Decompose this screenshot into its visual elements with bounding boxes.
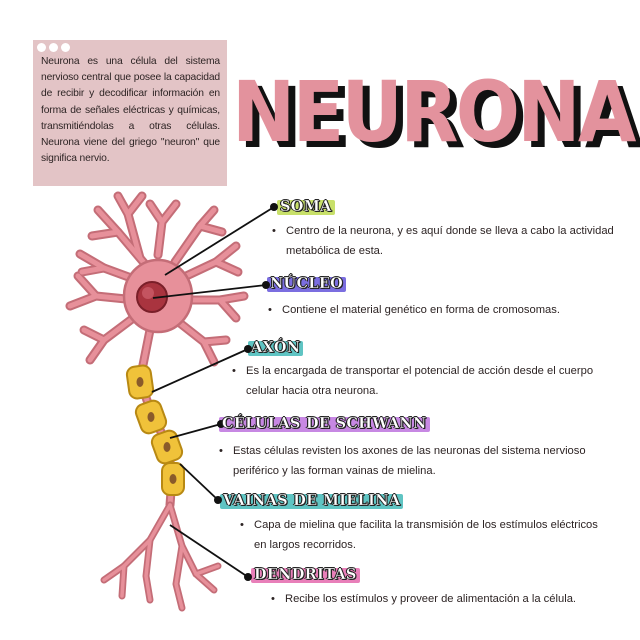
desc-nucleo: • Contiene el material genético en forma… <box>268 300 560 320</box>
heading-celulas-schwann: CÉLULAS DE SCHWANN <box>219 414 430 434</box>
heading-vainas-mielina: VAINAS DE MIELINA <box>220 491 404 511</box>
desc-nucleo-line-1: Contiene el material genético en forma d… <box>282 304 560 316</box>
title-shadow: NEURONA <box>239 69 640 167</box>
heading-axon: AXÓN <box>248 338 304 358</box>
desc-vainas-mielina-line-1: Capa de mielina que facilita la transmis… <box>254 519 598 531</box>
desc-soma-line-2: metabólica de esta. <box>286 245 384 257</box>
desc-celulas-schwann-line-1: Estas células revisten los axones de las… <box>233 445 586 457</box>
desc-celulas-schwann-line-2: periférico y las forman vainas de mielin… <box>233 465 436 477</box>
heading-dendritas: DENDRITAS <box>251 565 360 585</box>
heading-soma: SOMA <box>277 197 335 217</box>
desc-axon-line-2: celular hacia otra neurona. <box>246 385 379 397</box>
heading-nucleo: NÚCLEO <box>267 274 347 294</box>
desc-vainas-mielina: • Capa de mielina que facilita la transm… <box>240 515 598 555</box>
window-dots <box>37 43 70 52</box>
desc-celulas-schwann: • Estas células revisten los axones de l… <box>219 441 586 481</box>
intro-card: Neurona es una célula del sistema nervio… <box>33 40 227 186</box>
desc-axon-line-1: Es la encargada de transportar el potenc… <box>246 365 594 377</box>
page-title: NEURONA NEURONA <box>232 52 640 172</box>
desc-dendritas: • Recibe los estímulos y proveer de alim… <box>271 589 577 609</box>
desc-soma-line-1: Centro de la neurona, y es aquí donde se… <box>286 225 614 237</box>
intro-text: Neurona es una célula del sistema nervio… <box>41 56 220 165</box>
desc-vainas-mielina-line-2: en largos recorridos. <box>254 539 356 551</box>
desc-dendritas-line-1: Recibe los estímulos y proveer de alimen… <box>285 593 577 605</box>
desc-soma: • Centro de la neurona, y es aquí donde … <box>272 221 614 261</box>
desc-axon: • Es la encargada de transportar el pote… <box>232 361 594 401</box>
title-text: NEURONA <box>232 63 636 161</box>
